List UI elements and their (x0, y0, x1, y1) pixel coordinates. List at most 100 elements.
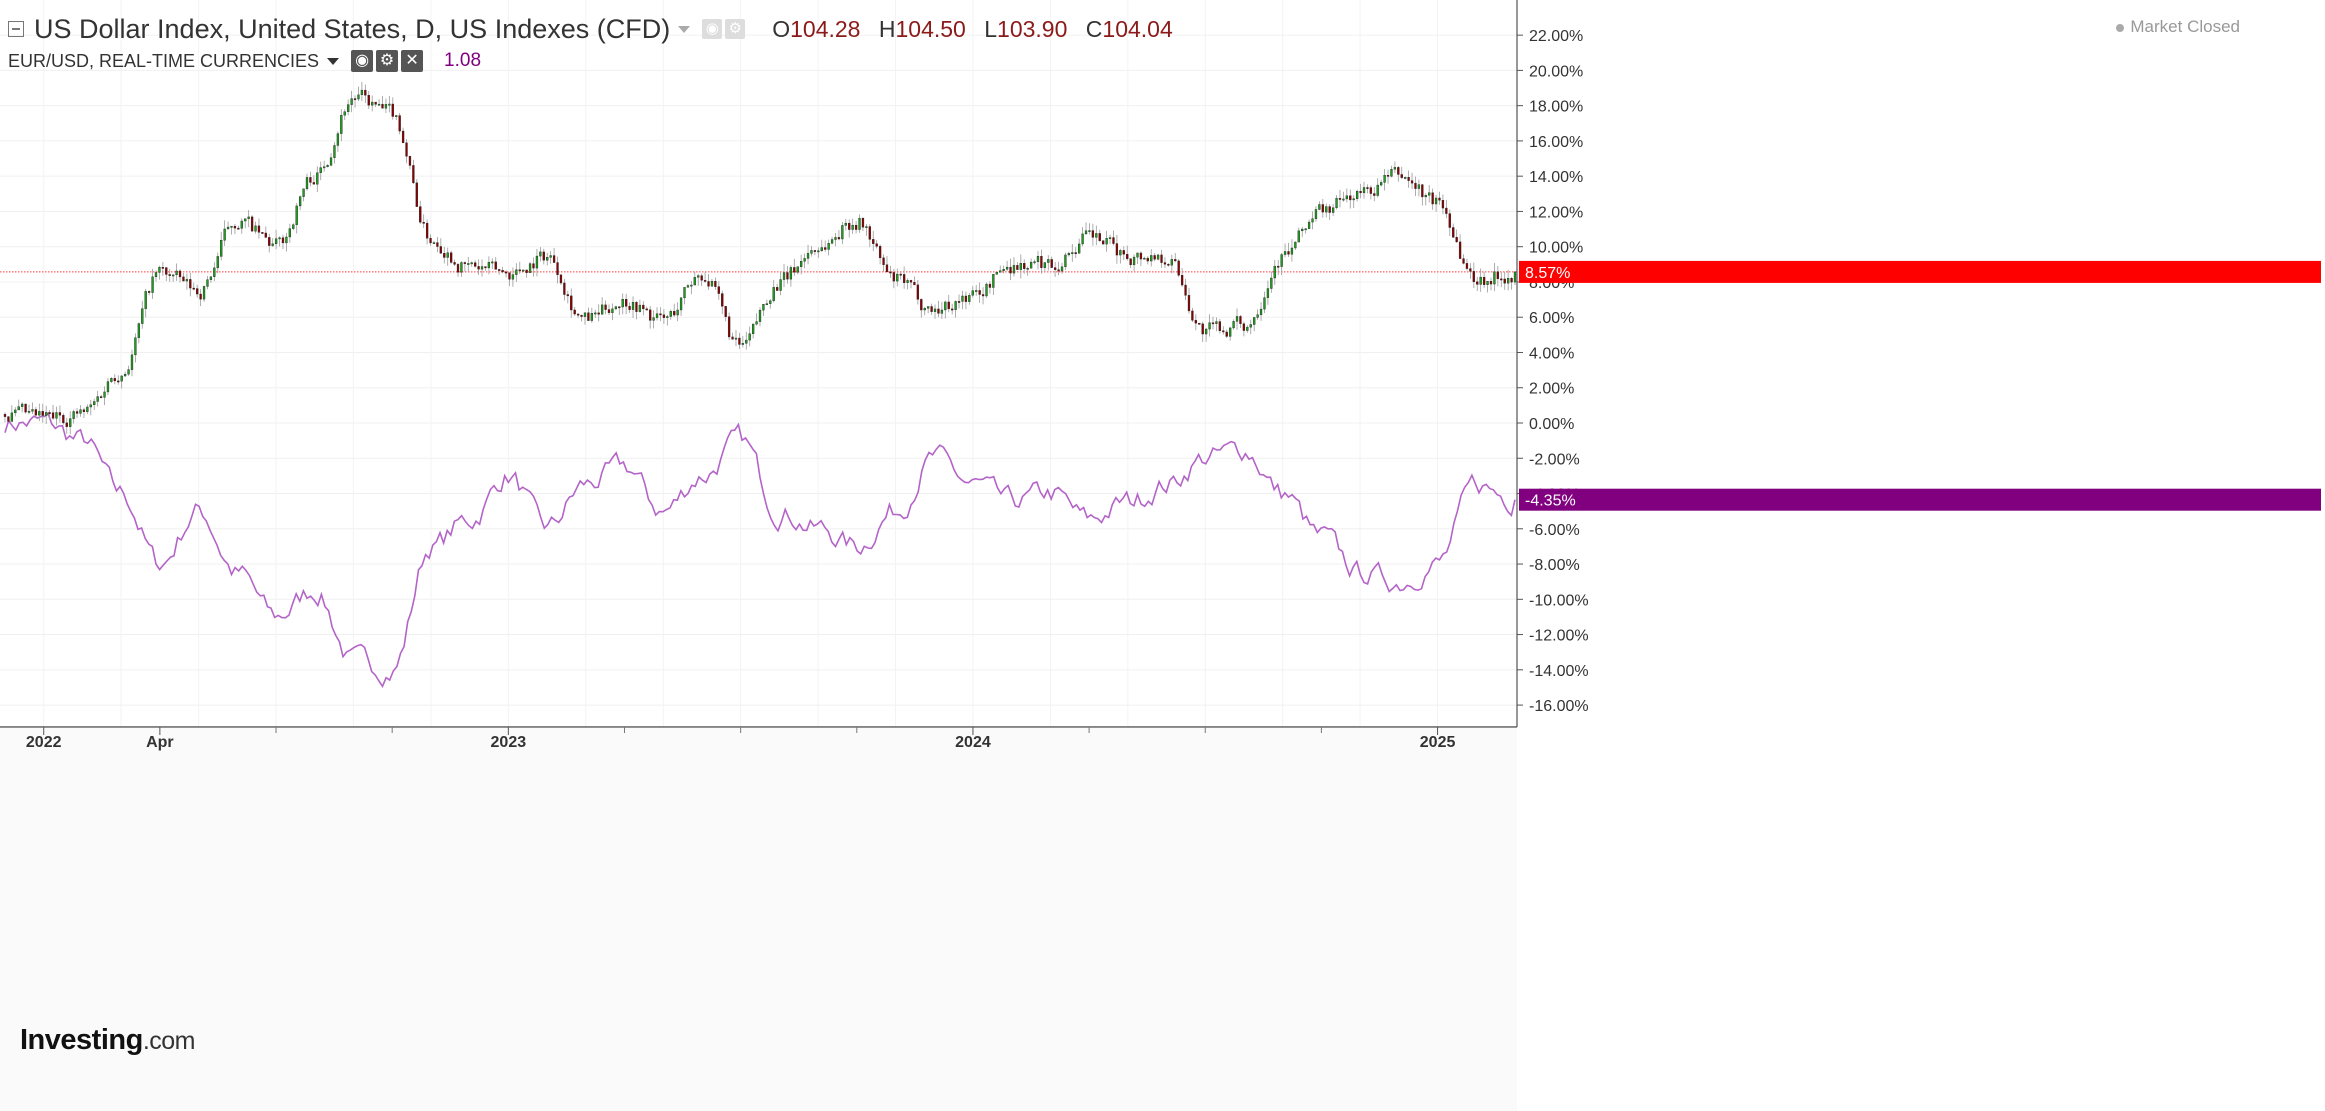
candle-body (41, 411, 44, 416)
candle-body (851, 224, 854, 230)
candle-body (1047, 259, 1050, 263)
candle-body (1301, 228, 1304, 232)
candle-body (1482, 276, 1486, 285)
candle-body (123, 373, 127, 377)
candle-body (1026, 268, 1029, 270)
candle-body (1235, 316, 1239, 322)
visibility-icon[interactable]: ◉ (351, 50, 374, 72)
price-axis[interactable]: 22.00% 20.00% 18.00% 16.00% 14.00% 12.00% 10.0… (1516, 0, 1589, 727)
candle-body (1102, 240, 1105, 245)
collapse-icon[interactable] (8, 21, 24, 37)
candle-body (491, 261, 494, 264)
candle-body (463, 262, 467, 264)
candle-body (587, 312, 590, 321)
candle-body (79, 409, 82, 414)
candle-body (1280, 254, 1283, 267)
candle-body (649, 309, 652, 321)
candle-body (590, 313, 593, 321)
time-axis[interactable]: 2022 Apr 2023 2024 2025 (0, 726, 1517, 1111)
candle-body (89, 404, 92, 408)
price-tick-label: 22.00% (1529, 28, 1583, 45)
candle-body (751, 323, 755, 334)
close-icon[interactable]: ✕ (401, 50, 424, 72)
settings-icon[interactable]: ⚙ (725, 19, 746, 39)
candle-body (271, 243, 274, 246)
candle-body (1297, 230, 1300, 243)
candle-body (1229, 327, 1232, 337)
candle-body (1386, 175, 1390, 177)
candle-body (583, 312, 587, 317)
visibility-icon[interactable]: ◉ (702, 19, 723, 39)
candle-body (954, 301, 957, 310)
candle-body (1421, 184, 1424, 198)
status-dot-icon (2116, 23, 2125, 32)
candle-body (957, 301, 961, 303)
candle-body (113, 378, 116, 382)
candle-body (1270, 277, 1273, 289)
candle-body (147, 291, 151, 293)
candle-body (1266, 288, 1270, 298)
candle-body (1390, 169, 1393, 177)
dropdown-caret-icon[interactable] (678, 25, 691, 33)
candle-body (971, 290, 974, 296)
candle-body (419, 206, 422, 223)
candle-body (1256, 314, 1259, 318)
candle-body (439, 246, 442, 254)
candle-body (858, 217, 861, 230)
dropdown-caret-icon[interactable] (327, 57, 340, 65)
ohlc-open-key: O (772, 15, 791, 42)
candle-body (274, 238, 278, 245)
candle-body (556, 262, 559, 276)
candle-body (312, 182, 316, 185)
time-tick-label: 2025 (1420, 734, 1456, 751)
candle-body (209, 276, 213, 280)
candle-body (353, 98, 357, 100)
candle-body (830, 239, 834, 244)
candle-body (875, 243, 878, 247)
candle-body (1469, 268, 1472, 272)
candle-body (264, 232, 267, 238)
candle-body (388, 103, 391, 106)
candle-body (1441, 200, 1445, 209)
settings-icon[interactable]: ⚙ (376, 50, 399, 72)
candle-body (51, 412, 55, 419)
candle-body (1362, 187, 1366, 194)
candle-body (745, 339, 748, 344)
candle-body (408, 156, 412, 166)
logo-suffix: .com (142, 1027, 196, 1055)
candle-body (528, 263, 532, 273)
eurusd-last-tag-label: -4.35% (1525, 493, 1576, 510)
candle-body (731, 336, 734, 340)
candle-body (144, 291, 147, 309)
price-tick-label: 16.00% (1529, 134, 1583, 151)
candle-body (1139, 252, 1143, 260)
candle-body (1397, 167, 1400, 175)
candle-body (1174, 259, 1177, 262)
candle-body (769, 300, 772, 304)
candle-body (453, 262, 456, 265)
candle-body (614, 306, 618, 310)
candle-body (803, 258, 806, 262)
compare-symbol[interactable]: EUR/USD, REAL-TIME CURRENCIES (8, 50, 320, 71)
candle-body (844, 222, 847, 226)
candle-body (45, 412, 48, 416)
candle-body (34, 409, 38, 416)
candle-body (480, 266, 484, 270)
candle-body (168, 274, 171, 276)
candle-body (1122, 250, 1125, 255)
candle-body (82, 409, 86, 412)
candle-body (992, 274, 995, 288)
candle-body (978, 290, 981, 295)
candle-body (1067, 253, 1071, 256)
candle-body (841, 225, 844, 240)
candle-body (652, 317, 655, 321)
time-tick-label: Apr (146, 734, 174, 751)
candle-body (261, 232, 264, 234)
symbol-title[interactable]: US Dollar Index, United States, D, US In… (34, 13, 671, 44)
candle-body (625, 299, 628, 307)
candle-body (985, 283, 988, 297)
candle-body (748, 333, 751, 341)
candle-body (340, 114, 343, 134)
candle-body (292, 224, 295, 229)
